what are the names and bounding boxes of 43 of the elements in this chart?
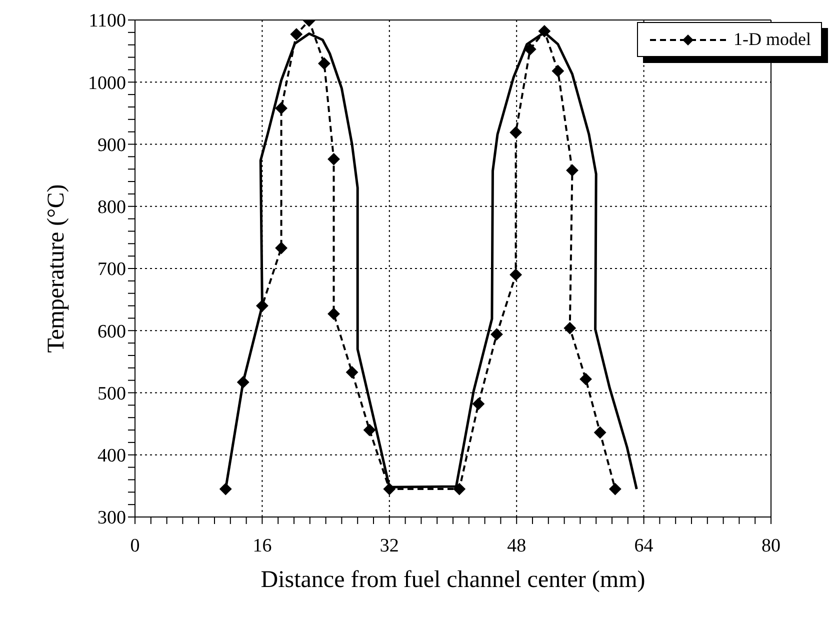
y-tick-label: 1000 [88, 72, 126, 94]
x-tick-label: 0 [130, 535, 140, 556]
y-tick-label: 800 [98, 197, 126, 218]
point [237, 376, 250, 388]
legend-label: 1-D model [734, 29, 811, 50]
y-tick-label: 300 [98, 508, 126, 529]
point [290, 28, 302, 40]
point [472, 398, 484, 410]
point [566, 164, 578, 176]
y-tick-label: 1100 [88, 10, 126, 32]
point [275, 102, 288, 114]
point [328, 153, 340, 166]
point [490, 328, 503, 340]
point [510, 268, 522, 281]
point [328, 308, 340, 320]
y-tick-label: 500 [98, 383, 126, 404]
point [364, 424, 376, 436]
x-tick-label: 32 [380, 535, 399, 556]
point [538, 25, 550, 38]
y-axis-title: Temperature (°C) [44, 184, 70, 353]
point [383, 483, 396, 496]
point [552, 64, 564, 77]
point [318, 57, 330, 70]
x-tick-label: 80 [762, 535, 780, 556]
point [220, 483, 232, 496]
point [256, 300, 268, 312]
y-tick-label: 700 [98, 259, 126, 280]
point [609, 483, 622, 496]
point [346, 366, 358, 378]
point [510, 126, 522, 138]
y-tick-label: 400 [98, 446, 126, 467]
point [564, 322, 576, 334]
point [580, 373, 592, 386]
point [594, 426, 606, 439]
point [524, 43, 536, 56]
x-tick-label: 48 [507, 535, 526, 556]
y-tick-label: 900 [98, 134, 126, 156]
point [453, 483, 466, 496]
x-axis-title: Distance from fuel channel center (mm) [260, 567, 646, 593]
y-tick-label: 600 [98, 321, 126, 342]
point [275, 242, 288, 254]
x-tick-label: 64 [634, 535, 654, 556]
x-tick-label: 16 [252, 535, 272, 556]
